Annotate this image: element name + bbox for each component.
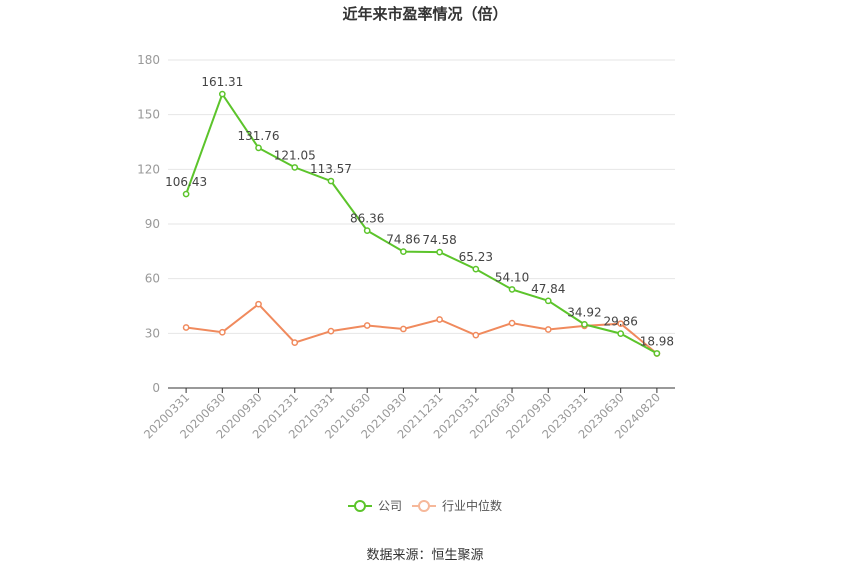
company-data-point[interactable] [472,265,480,273]
y-tick-label: 150 [137,108,160,122]
company-data-point[interactable] [653,350,661,357]
company-data-point[interactable] [617,330,625,337]
legend-item-company[interactable]: 公司 [348,499,402,513]
company-data-label: 34.92 [567,305,601,319]
industry-data-point[interactable] [508,319,516,327]
company-data-point[interactable] [436,248,443,256]
company-data-label: 74.86 [386,233,420,247]
industry-data-point[interactable] [400,325,407,333]
company-data-label: 106.43 [165,175,207,189]
industry-data-point[interactable] [472,331,480,339]
company-data-point[interactable] [291,164,299,171]
legend-industry-label: 行业中位数 [442,498,502,513]
company-data-label: 74.58 [422,233,456,247]
company-data-point[interactable] [218,90,226,98]
source-note: 数据来源：恒生聚源 [366,548,483,563]
industry-data-point[interactable] [291,339,299,346]
legend-company-label: 公司 [378,499,402,513]
series-layer [182,90,661,357]
industry-data-point[interactable] [327,327,335,335]
legend-industry-marker-icon [418,500,430,512]
industry-data-point[interactable] [182,324,190,331]
y-tick-label: 120 [137,162,160,176]
industry-series-line [185,302,658,355]
company-data-label: 131.76 [238,129,280,143]
company-data-point[interactable] [508,286,516,293]
company-data-label: 121.05 [274,148,316,162]
axis-layer: 0306090120150180202003312020063020200930… [137,53,675,442]
legend: 公司 行业中位数 [348,498,502,513]
chart-title: 近年来市盈率情况（倍） [342,5,507,23]
company-data-point[interactable] [182,190,190,198]
company-data-point[interactable] [544,297,552,305]
company-data-label: 65.23 [459,250,493,264]
company-data-label: 29.86 [603,315,637,329]
grid-layer [168,59,675,334]
company-data-label: 47.84 [531,282,565,296]
industry-data-point[interactable] [363,322,371,329]
y-tick-label: 90 [145,217,160,231]
industry-data-point[interactable] [255,300,262,308]
company-data-point[interactable] [327,177,335,185]
y-tick-label: 180 [137,53,160,67]
company-data-label: 54.10 [495,270,529,284]
legend-company-marker-icon [354,500,366,512]
company-series-line [185,91,658,355]
company-data-point[interactable] [363,227,371,234]
company-data-label: 86.36 [350,212,384,226]
company-data-point[interactable] [255,144,262,152]
y-tick-label: 60 [145,272,160,286]
company-data-point[interactable] [400,248,407,255]
industry-data-point[interactable] [218,328,226,336]
company-data-label: 113.57 [310,162,352,176]
company-data-label: 18.98 [640,334,674,348]
industry-data-point[interactable] [436,316,443,323]
industry-data-point[interactable] [544,326,552,333]
y-tick-label: 0 [152,381,160,395]
y-tick-label: 30 [145,326,160,340]
legend-item-industry[interactable]: 行业中位数 [412,498,502,513]
industry-data-point[interactable] [617,320,625,328]
company-data-label: 161.31 [201,75,243,89]
company-data-point[interactable] [581,321,588,328]
